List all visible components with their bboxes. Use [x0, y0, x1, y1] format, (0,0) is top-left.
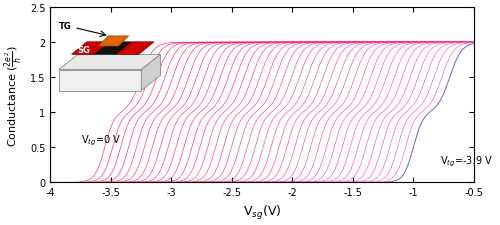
X-axis label: V$_{sg}$(V): V$_{sg}$(V)	[243, 203, 282, 221]
Text: V$_{tg}$=0 V: V$_{tg}$=0 V	[80, 133, 120, 147]
Y-axis label: Conductance ($\frac{2e^2}{h}$): Conductance ($\frac{2e^2}{h}$)	[4, 45, 24, 146]
Text: V$_{tg}$=-3.9 V: V$_{tg}$=-3.9 V	[440, 153, 493, 168]
